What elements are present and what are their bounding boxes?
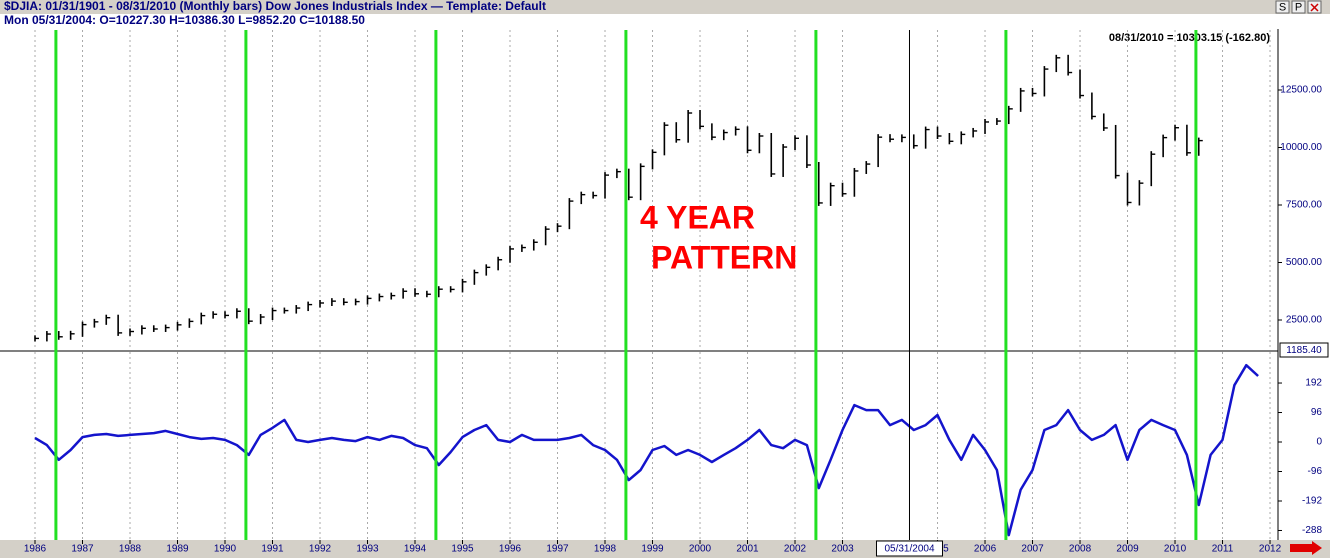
last-value-info: 08/31/2010 = 10303.15 (-162.80) [1109, 32, 1270, 44]
y-tick-label: 2500.00 [1286, 315, 1323, 326]
label-box [1279, 342, 1329, 358]
y-tick-label: 7500.00 [1286, 200, 1323, 211]
annotation: 4 YEAR [640, 199, 755, 235]
x-tick-label: 2011 [1212, 544, 1234, 555]
x-tick-label: 2003 [831, 544, 854, 555]
subtitle-bar [0, 14, 1330, 29]
x-tick-label: 1991 [261, 544, 284, 555]
cursor-label: 05/31/2004 [884, 544, 934, 555]
button[interactable] [1291, 0, 1306, 14]
x-tick-label: 1988 [119, 544, 142, 555]
x-tick-label: 2000 [689, 544, 712, 555]
x-tick-label: 1996 [499, 544, 522, 555]
x-tick-label: 2008 [1069, 544, 1092, 555]
cursor-box [875, 540, 943, 557]
x-tick-label: 1989 [166, 544, 189, 555]
buttons: S P [1275, 0, 1322, 14]
bottom-value-label: 1185.40 [1286, 345, 1322, 356]
x-tick-label: 1999 [641, 544, 664, 555]
x-tick-label: 2006 [974, 544, 997, 555]
button[interactable] [1275, 0, 1290, 14]
x-tick-label: 1995 [451, 544, 474, 555]
y-tick-label: 12500.00 [1280, 85, 1322, 96]
chart-title: $DJIA: 01/31/1901 - 08/31/2010 (Monthly … [4, 0, 546, 13]
x-tick-label: 1998 [594, 544, 617, 555]
chart-subtitle: Mon 05/31/2004: O=10227.30 H=10386.30 L=… [4, 13, 365, 27]
scroll-arrow[interactable] [1290, 541, 1322, 555]
x-tick-label: 1994 [404, 544, 427, 555]
y-tick-label: 0 [1316, 437, 1322, 448]
oscillator-line [34, 363, 1259, 537]
y-tick-label: -192 [1302, 496, 1322, 507]
y-tick-label: 96 [1311, 407, 1323, 418]
button-label: S [1279, 1, 1286, 13]
x-tick-label: 2010 [1164, 544, 1187, 555]
title-bar [0, 0, 1330, 14]
x-tick-label: 1993 [356, 544, 379, 555]
y-tick-label: 192 [1305, 378, 1322, 389]
y-tick-label: 10000.00 [1280, 142, 1322, 153]
x-tick-label: 1992 [309, 544, 332, 555]
x-axis-bar [0, 540, 1330, 558]
close-icon [1310, 3, 1319, 12]
button-label: P [1295, 1, 1302, 13]
x-tick-label: 2007 [1021, 544, 1044, 555]
x-tick-label: 1997 [546, 544, 569, 555]
y-tick-label: 5000.00 [1286, 257, 1323, 268]
x-tick-label: 1990 [214, 544, 237, 555]
y-tick-label: -288 [1302, 525, 1322, 536]
x-tick-label: 2009 [1116, 544, 1139, 555]
y-tick-label: -96 [1308, 466, 1323, 477]
x-tick-label: 1987 [71, 544, 94, 555]
x-tick-label: 2002 [784, 544, 807, 555]
x-tick-label: 2012 [1259, 544, 1282, 555]
x-tick-label: 1986 [24, 544, 47, 555]
x-tick-label: 2001 [736, 544, 759, 555]
annotation: PATTERN [651, 239, 797, 275]
